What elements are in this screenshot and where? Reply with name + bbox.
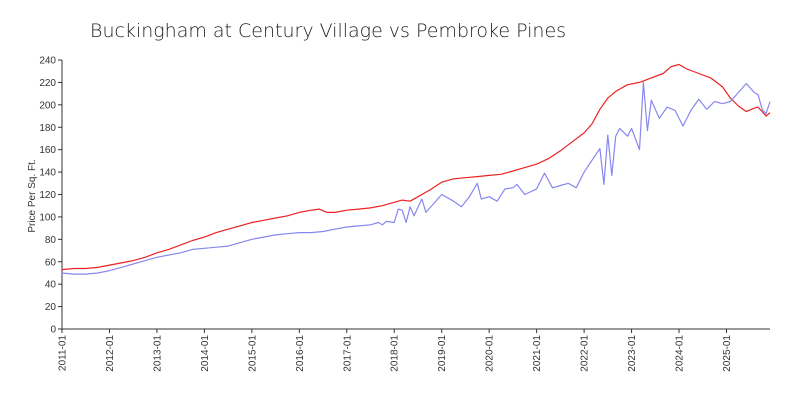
y-tick-label: 80 [45,235,57,246]
x-tick-label: 2025-01 [722,335,733,372]
x-axis-ticks: 2011-01 2012-01 2013-01 2014-01 2015-01 2016-… [58,329,733,372]
y-tick-label: 20 [45,302,57,313]
x-tick-label: 2019-01 [437,335,448,372]
y-tick-label: 140 [39,168,56,179]
x-tick-label: 2016-01 [295,335,306,372]
y-tick-label: 220 [39,78,56,89]
x-tick-label: 2024-01 [675,335,686,372]
x-tick-label: 2022-01 [580,335,591,372]
x-tick-label: 2014-01 [200,335,211,372]
y-tick-label: 240 [39,56,56,67]
y-tick-label: 200 [39,100,56,111]
chart-title: Buckingham at Century Village vs Pembrok… [90,20,566,42]
series-line-1 [61,63,771,271]
y-tick-label: 160 [39,145,56,156]
y-tick-label: 180 [39,123,56,134]
x-tick-label: 2023-01 [627,335,638,372]
y-axis-ticks: 0 20 40 60 80 100 120 140 160 180 200 220 240 [39,56,62,336]
x-tick-label: 2018-01 [390,335,401,372]
y-tick-label: 120 [39,190,56,201]
x-tick-label: 2012-01 [105,335,116,372]
y-tick-label: 40 [45,280,57,291]
axes [61,60,770,330]
x-tick-label: 2021-01 [532,335,543,372]
y-axis-label: Price Per Sq. Ft. [27,159,38,232]
series-line-2 [61,81,771,275]
y-tick-label: 100 [39,212,56,223]
x-tick-label: 2020-01 [485,335,496,372]
series-lines [61,63,771,275]
x-tick-label: 2013-01 [152,335,163,372]
x-tick-label: 2017-01 [342,335,353,372]
y-tick-label: 60 [45,257,57,268]
x-tick-label: 2011-01 [58,335,69,371]
y-tick-label: 0 [50,325,56,336]
x-tick-label: 2015-01 [247,335,258,372]
